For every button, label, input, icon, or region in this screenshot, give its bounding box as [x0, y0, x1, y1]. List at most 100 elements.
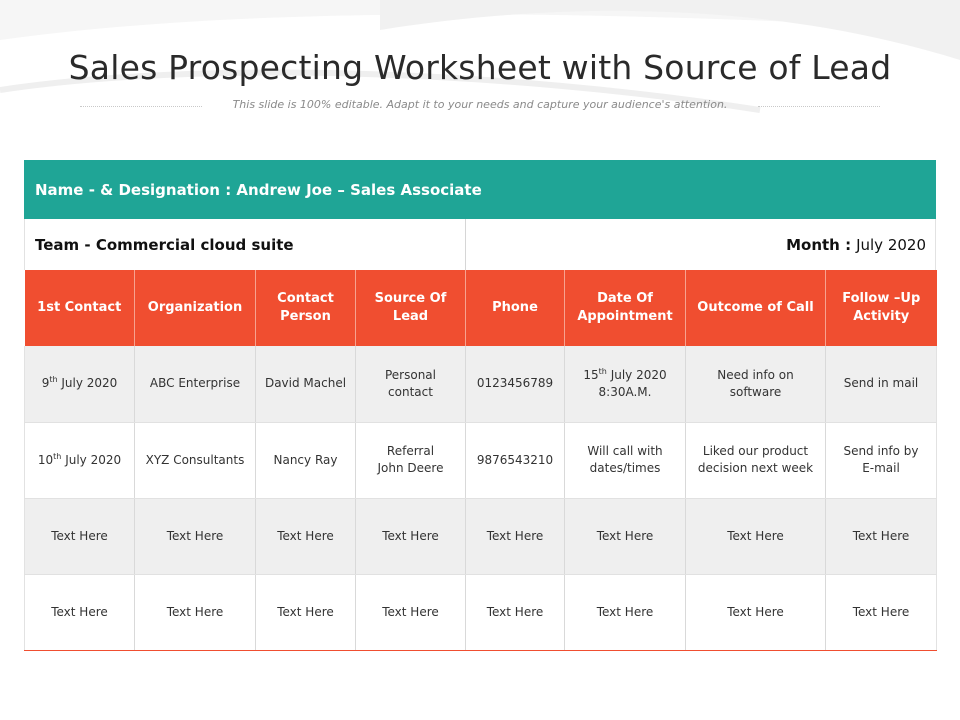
table-row: 9th July 2020 ABC Enterprise David Machel P…: [24, 346, 937, 423]
table-cell: Send info by E-mail: [825, 422, 937, 499]
cell-text: July 2020: [606, 367, 667, 382]
cell-text: Text Here: [51, 604, 108, 619]
cell-text: John Deere: [377, 461, 444, 475]
ordinal-suffix: th: [49, 375, 58, 385]
column-header: Contact Person: [255, 270, 356, 346]
column-header: Phone: [465, 270, 565, 346]
cell-text: Text Here: [486, 528, 544, 543]
cell-text: Text Here: [51, 528, 108, 543]
cell-text: 0123456789: [476, 376, 554, 391]
column-header-text: Outcome of Call: [697, 299, 814, 315]
table-cell: Text Here: [255, 574, 356, 651]
table-cell: Text Here: [24, 498, 135, 575]
table-cell: Text Here: [255, 498, 356, 575]
ordinal-suffix: th: [598, 366, 607, 376]
column-header-text: Lead: [392, 309, 429, 324]
table-cell: Text Here: [825, 498, 937, 575]
cell-text: contact: [388, 384, 433, 399]
cell-text: Text Here: [277, 604, 334, 619]
prospecting-worksheet: Name - & Designation : Andrew Joe – Sale…: [24, 160, 937, 651]
cell-text: Nancy Ray: [273, 452, 338, 467]
table-cell: Text Here: [134, 574, 256, 651]
table-cell: 0123456789: [465, 346, 565, 423]
column-header-text: Person: [280, 309, 331, 324]
column-header: 1st Contact: [24, 270, 135, 346]
cell-text: Text Here: [277, 528, 334, 543]
table-cell: Text Here: [564, 498, 686, 575]
cell-text: E-mail: [862, 461, 900, 475]
column-header-text: 1st Contact: [37, 299, 122, 315]
page-title: Sales Prospecting Worksheet with Source …: [68, 48, 892, 87]
cell-text: dates/times: [589, 461, 661, 475]
table-cell: ABC Enterprise: [134, 346, 256, 423]
cell-text: software: [729, 384, 782, 399]
column-header: Follow –Up Activity: [825, 270, 937, 346]
table-cell: Text Here: [564, 574, 686, 651]
cell-text: Text Here: [166, 604, 224, 619]
cell-text: July 2020: [61, 452, 122, 467]
table-cell: XYZ Consultants: [134, 422, 256, 499]
column-header-text: Organization: [147, 299, 243, 315]
cell-text: Text Here: [596, 604, 654, 619]
subtitle-divider-right: [758, 106, 880, 107]
table-row: Text Here Text Here Text Here Text Here Text…: [24, 574, 937, 651]
cell-text: Text Here: [596, 528, 654, 543]
cell-text: 8:30A.M.: [598, 384, 652, 399]
table-row: 10th July 2020 XYZ Consultants Nancy Ray Re…: [24, 422, 937, 499]
cell-text: Text Here: [166, 528, 224, 543]
worksheet-table: 1st Contact Organization Contact Person Sour…: [24, 270, 937, 651]
column-header-text: Appointment: [577, 309, 673, 324]
column-header-text: Date Of: [597, 290, 653, 306]
month-field: Month : July 2020: [466, 219, 935, 270]
table-cell: Text Here: [685, 498, 826, 575]
table-cell: Text Here: [825, 574, 937, 651]
table-header-row: 1st Contact Organization Contact Person Sour…: [24, 270, 937, 346]
column-header-text: Contact: [277, 290, 334, 306]
cell-text: decision next week: [697, 461, 814, 475]
table-cell: David Machel: [255, 346, 356, 423]
table-cell: Text Here: [24, 574, 135, 651]
cell-text: Liked our product: [702, 444, 809, 459]
column-header: Outcome of Call: [685, 270, 826, 346]
column-header: Date Of Appointment: [564, 270, 686, 346]
table-cell: Need info on software: [685, 346, 826, 423]
table-row: Text Here Text Here Text Here Text Here Text…: [24, 498, 937, 575]
cell-text: Will call with: [587, 444, 663, 459]
cell-text: Personal: [384, 367, 436, 382]
month-label: Month :: [786, 235, 852, 254]
subtitle-divider-left: [80, 106, 202, 107]
cell-text: Text Here: [486, 604, 544, 619]
column-header-text: Source Of: [374, 290, 447, 306]
cell-text: Need info on: [717, 367, 794, 382]
cell-text: XYZ Consultants: [145, 452, 245, 467]
table-cell: Personal contact: [355, 346, 466, 423]
cell-text: David Machel: [264, 376, 347, 391]
table-cell: 15th July 2020 8:30A.M.: [564, 346, 686, 423]
cell-text: 9: [41, 376, 50, 391]
column-header: Source Of Lead: [355, 270, 466, 346]
subtitle-row: This slide is 100% editable. Adapt it to…: [80, 96, 880, 116]
cell-text: 10: [37, 452, 54, 467]
cell-text: Text Here: [852, 604, 910, 619]
cell-text: July 2020: [57, 376, 118, 391]
table-cell: Referral John Deere: [355, 422, 466, 499]
table-cell: 9th July 2020: [24, 346, 135, 423]
table-cell: Text Here: [355, 498, 466, 575]
cell-text: Text Here: [727, 604, 784, 619]
team-month-row: Team - Commercial cloud suite Month : Ju…: [24, 219, 936, 270]
column-header-text: Phone: [492, 299, 538, 315]
cell-text: Send in mail: [843, 376, 919, 391]
table-cell: 10th July 2020: [24, 422, 135, 499]
ordinal-suffix: th: [53, 451, 62, 461]
table-cell: Send in mail: [825, 346, 937, 423]
cell-text: Referral: [386, 444, 435, 459]
table-cell: 9876543210: [465, 422, 565, 499]
page-subtitle: This slide is 100% editable. Adapt it to…: [232, 98, 728, 111]
name-designation-bar: Name - & Designation : Andrew Joe – Sale…: [24, 160, 936, 219]
table-cell: Text Here: [134, 498, 256, 575]
table-cell: Nancy Ray: [255, 422, 356, 499]
cell-text: Text Here: [727, 528, 784, 543]
cell-text: Text Here: [852, 528, 910, 543]
column-header: Organization: [134, 270, 256, 346]
month-value: July 2020: [856, 235, 926, 254]
